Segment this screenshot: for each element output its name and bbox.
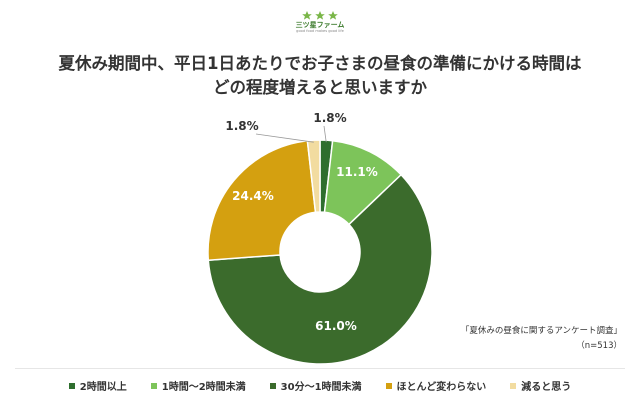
- legend-label-5: 減ると思う: [521, 382, 572, 393]
- legend-swatch-4: [385, 382, 392, 389]
- slice-label-5: 1.8%: [225, 119, 258, 133]
- legend-label-4: ほとんど変わらない: [396, 382, 487, 393]
- brand-tagline: good food makes good life: [296, 29, 344, 33]
- brand-name: 三ツ星ファーム: [295, 21, 345, 29]
- legend-item-2: 1時間〜2時間未満: [150, 378, 246, 393]
- legend-label-2: 1時間〜2時間未満: [161, 382, 246, 393]
- source-survey-name: 「夏休みの昼食に関するアンケート調査」: [460, 326, 622, 336]
- chart-legend: 2時間以上 1時間〜2時間未満 30分〜1時間未満 ほとんど変わらない 減ると思う: [0, 378, 640, 393]
- legend-swatch-3: [269, 382, 276, 389]
- legend-divider: [15, 368, 625, 369]
- legend-item-3: 30分〜1時間未満: [269, 378, 362, 393]
- legend-label-3: 30分〜1時間未満: [280, 382, 362, 393]
- title-line-1: 夏休み期間中、平日1日あたりでお子さまの昼食の準備にかける時間は: [58, 54, 582, 73]
- legend-item-4: ほとんど変わらない: [385, 378, 487, 393]
- label-leader-line-1: [323, 125, 327, 143]
- slice-label-2: 11.1%: [336, 165, 378, 179]
- donut-slice-5: [306, 139, 321, 214]
- slice-label-3: 61.0%: [315, 319, 357, 333]
- legend-label-1: 2時間以上: [79, 382, 127, 393]
- legend-swatch-5: [510, 382, 517, 389]
- slice-label-4: 24.4%: [232, 189, 274, 203]
- donut-slice-3: [207, 173, 433, 365]
- title-line-2: どの程度増えると思いますか: [212, 78, 427, 97]
- stars-icon: [302, 11, 338, 20]
- legend-item-1: 2時間以上: [68, 378, 127, 393]
- legend-swatch-1: [68, 382, 75, 389]
- donut-slice-4: [207, 139, 317, 262]
- legend-item-5: 減ると思う: [510, 378, 571, 393]
- legend-swatch-2: [150, 382, 157, 389]
- donut-chart: 1.8% 11.1% 61.0% 24.4% 1.8%: [207, 111, 433, 365]
- source-note: 「夏休みの昼食に関するアンケート調査」 （n=513）: [440, 324, 622, 354]
- label-leader-line-5: [255, 133, 314, 143]
- chart-title: 夏休み期間中、平日1日あたりでお子さまの昼食の準備にかける時間は どの程度増える…: [0, 52, 640, 100]
- brand-logo: 三ツ星ファーム good food makes good life: [290, 10, 350, 46]
- slice-label-1: 1.8%: [313, 111, 346, 125]
- source-sample-size: （n=513）: [576, 341, 622, 351]
